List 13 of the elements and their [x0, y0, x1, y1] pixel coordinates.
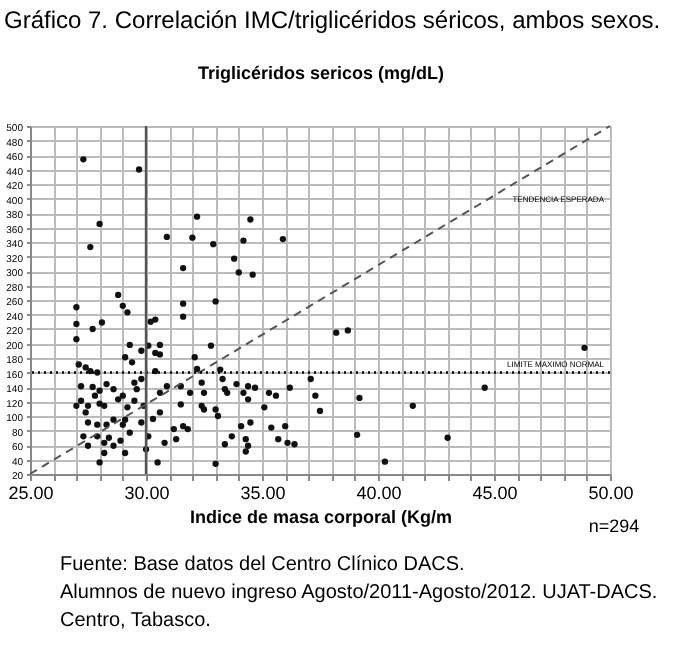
chart-title: Gráfico 7. Correlación IMC/triglicéridos séricos, ambos sexos.: [4, 6, 661, 34]
x-tick-label: 35.00: [240, 483, 286, 503]
y-axis-title: Triglicéridos sericos (mg/dL): [197, 63, 445, 83]
x-tick-label: 50.00: [588, 483, 634, 503]
x-tick-label: 25.00: [8, 483, 54, 503]
x-axis-title: Indice de masa corporal (Kg/m: [189, 507, 453, 527]
source-note: Fuente: Base datos del Centro Clínico DACS.: [60, 554, 465, 576]
x-tick-label: 45.00: [472, 483, 518, 503]
x-tick-label: 30.00: [124, 483, 170, 503]
text: n=294: [588, 516, 640, 536]
x-tick-label: 40.00: [356, 483, 402, 503]
text: Centro, Tabasco.: [60, 610, 211, 632]
text: Alumnos de nuevo ingreso Agosto/2011-Agosto/2012. UJAT-DACS.: [60, 582, 658, 604]
